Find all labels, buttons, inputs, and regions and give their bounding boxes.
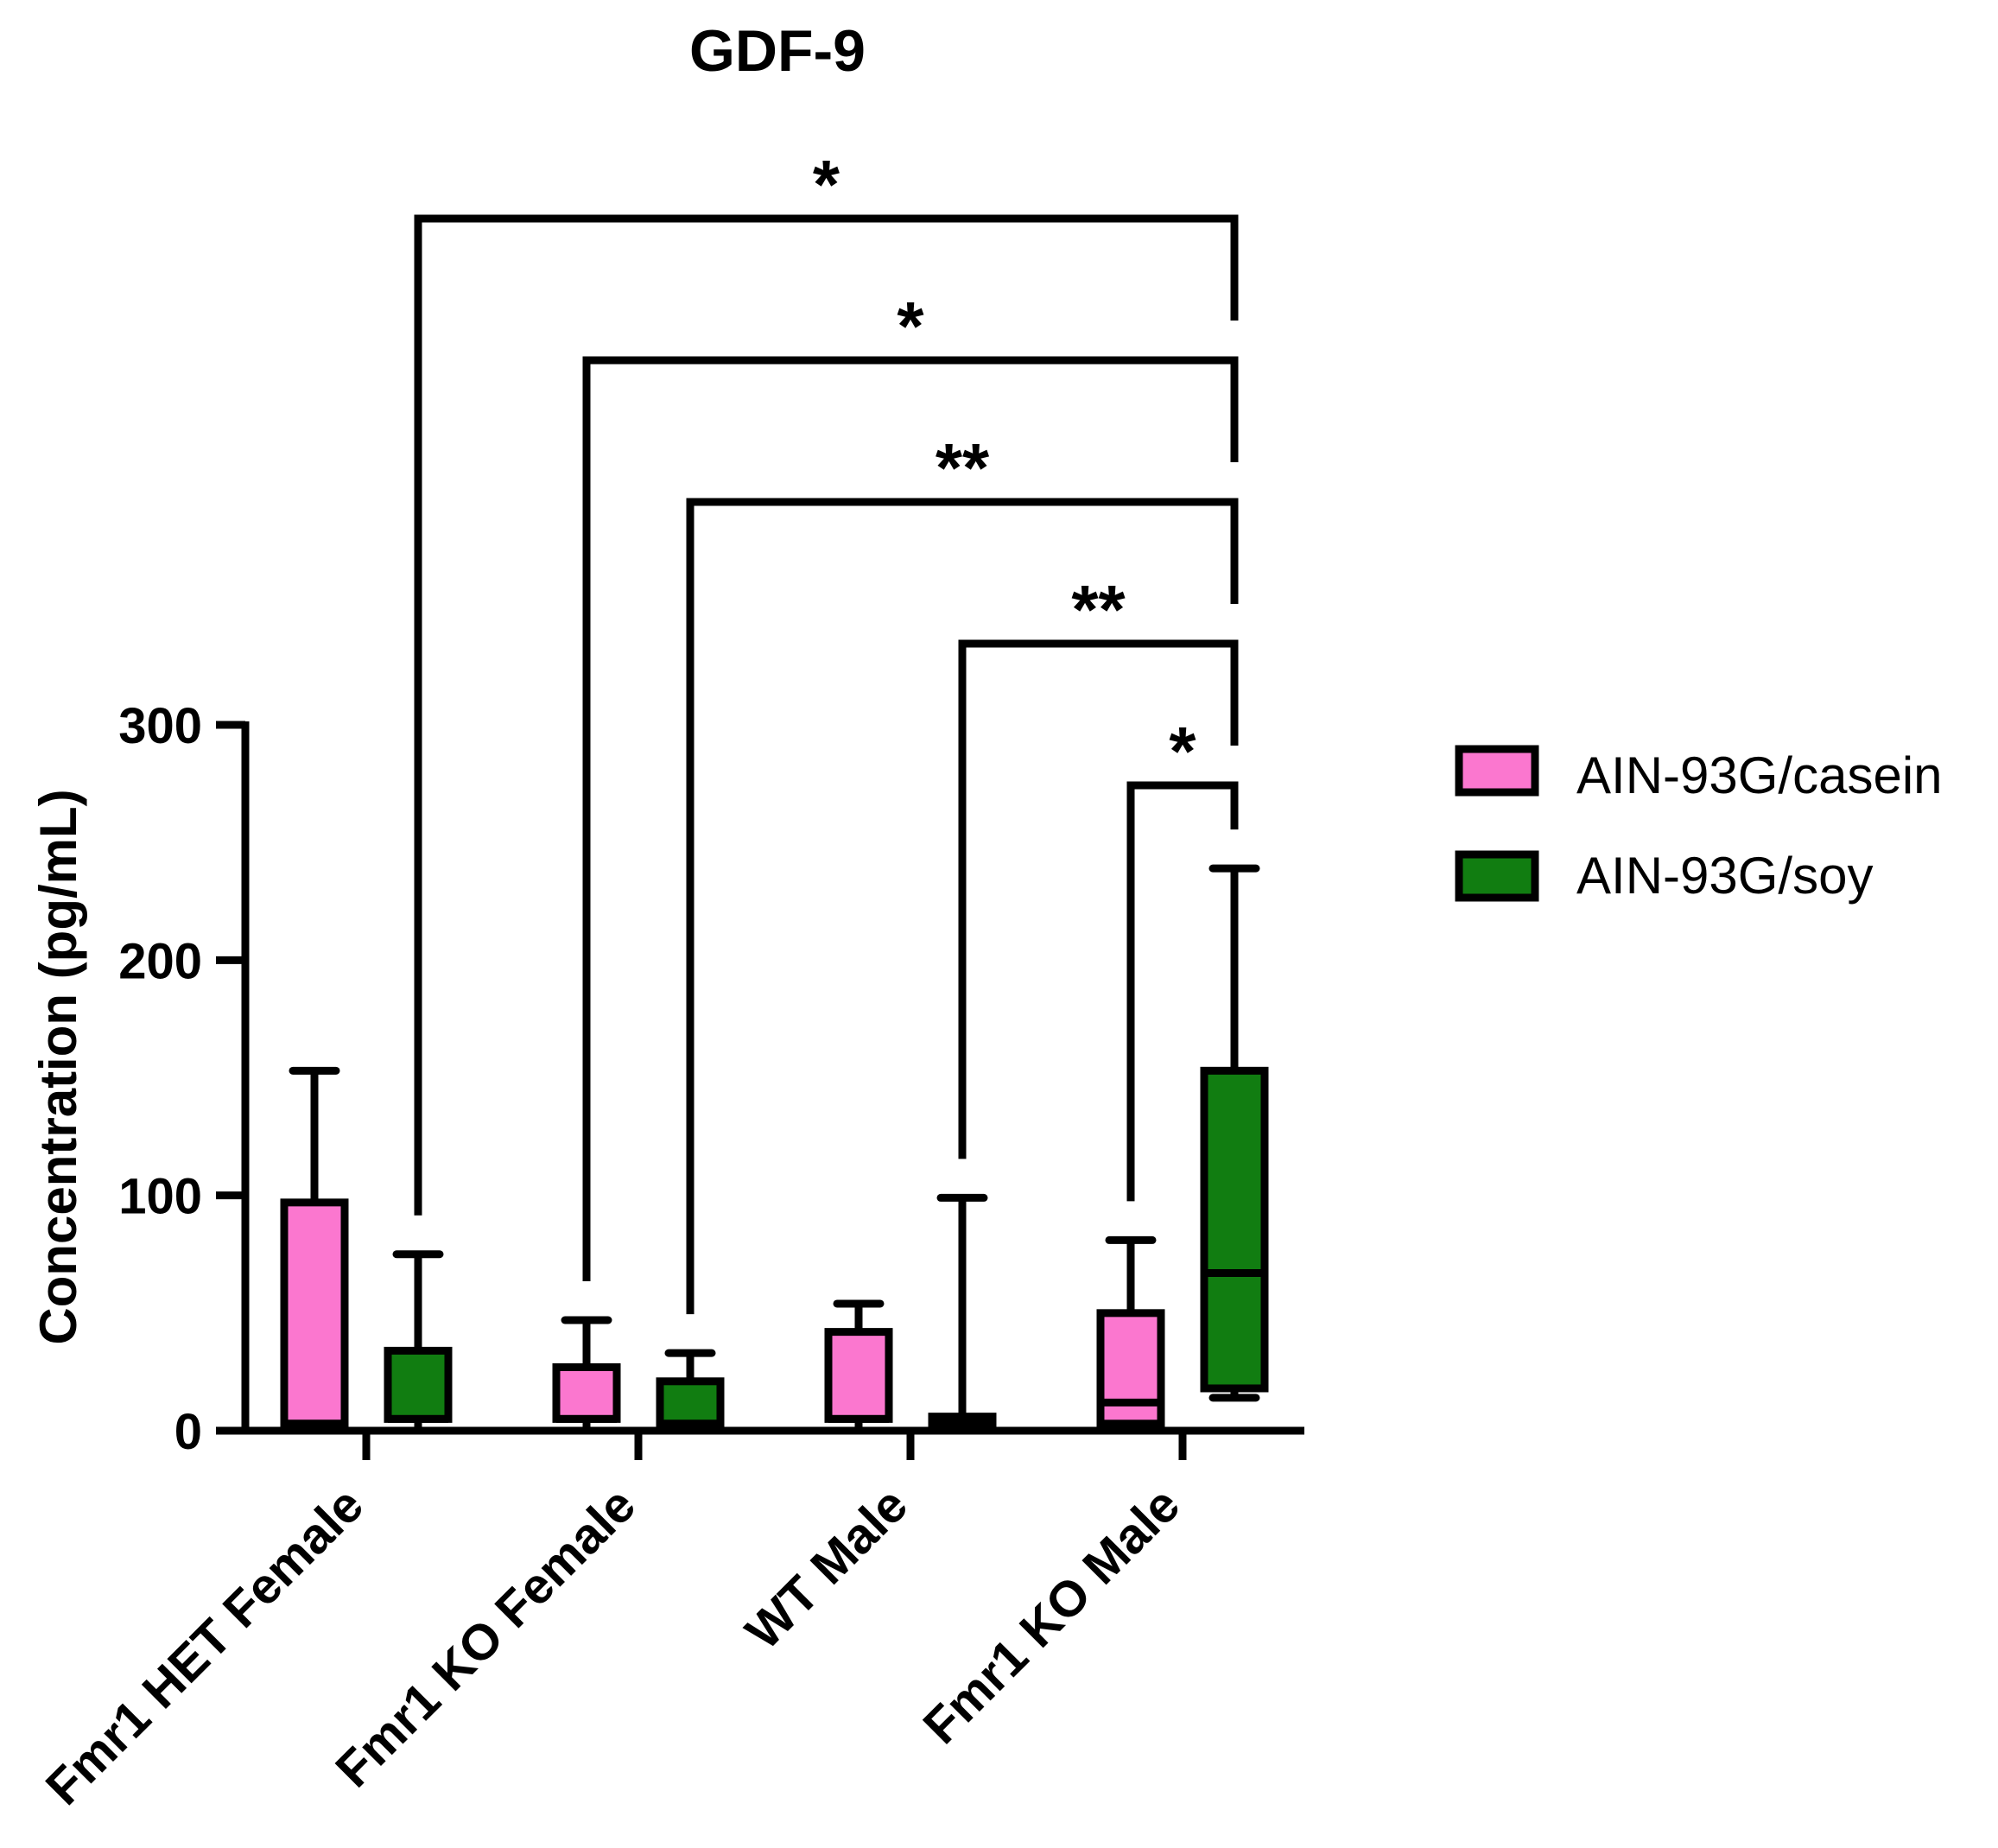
significance-label: * (897, 288, 924, 365)
iqr-box (656, 1377, 725, 1428)
significance-bracket: * (582, 288, 1239, 1281)
significance-brackets: ******* (414, 146, 1239, 1315)
box-plots (280, 864, 1269, 1435)
y-axis-label: Concentration (pg/mL) (29, 789, 87, 1344)
significance-bracket: ** (686, 429, 1239, 1315)
bracket-line (958, 639, 1239, 1159)
iqr-box (1200, 1066, 1269, 1393)
box-soy-2 (928, 1193, 997, 1435)
box-casein-3 (1096, 1235, 1165, 1435)
box-soy-3 (1200, 864, 1269, 1402)
iqr-box (280, 1198, 349, 1428)
y-tick-label: 200 (118, 933, 202, 989)
chart-title: GDF-9 (689, 18, 866, 84)
y-tick-label: 100 (118, 1169, 202, 1225)
box-soy-1 (656, 1349, 725, 1435)
box-casein-1 (552, 1316, 621, 1435)
x-tick-label: WT Male (735, 1476, 918, 1660)
significance-label: ** (1071, 571, 1126, 648)
iqr-box (1096, 1309, 1165, 1428)
iqr-box (824, 1328, 893, 1423)
box-casein-2 (824, 1299, 893, 1435)
iqr-box (384, 1346, 453, 1423)
bracket-line (686, 498, 1239, 1315)
bracket-line (414, 214, 1239, 1216)
bracket-line (1126, 781, 1239, 1202)
significance-bracket: * (414, 146, 1239, 1216)
y-tick-label: 0 (174, 1404, 202, 1460)
legend-label-soy: AIN-93G/soy (1576, 847, 1873, 905)
x-tick-label: Fmr1 KO Male (912, 1476, 1190, 1755)
legend-swatch-casein (1455, 745, 1539, 797)
significance-bracket: * (1126, 713, 1239, 1202)
significance-label: ** (936, 429, 990, 506)
iqr-box (552, 1362, 621, 1423)
box-casein-0 (280, 1066, 349, 1435)
significance-bracket: ** (958, 571, 1239, 1159)
significance-label: * (813, 146, 840, 223)
significance-label: * (1169, 713, 1196, 790)
legend: AIN-93G/casein AIN-93G/soy (1455, 745, 1943, 905)
legend-swatch-soy (1455, 850, 1539, 902)
bracket-line (582, 356, 1239, 1281)
legend-label-casein: AIN-93G/casein (1576, 746, 1943, 804)
x-tick-label: Fmr1 KO Female (325, 1476, 646, 1798)
y-tick-label: 300 (118, 698, 202, 754)
box-soy-0 (384, 1250, 453, 1435)
x-tick-label: Fmr1 HET Female (35, 1476, 374, 1815)
